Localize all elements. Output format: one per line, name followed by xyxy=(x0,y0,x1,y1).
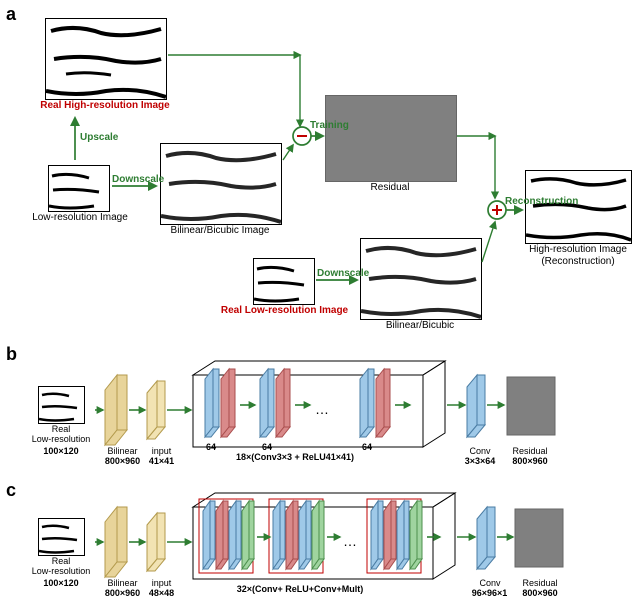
b-ch3: 64 xyxy=(358,442,376,452)
b-conv: Conv xyxy=(460,446,500,456)
recon-label1: High-resolution Image xyxy=(518,244,638,256)
recon-label2: (Reconstruction) xyxy=(518,256,638,268)
c-real-1: Real xyxy=(52,556,71,566)
c-res: Residual xyxy=(515,578,565,588)
c-conv: Conv xyxy=(470,578,510,588)
bilbic-label: Bilinear/Bicubic Image xyxy=(160,225,280,237)
b-conv-dims: 3×3×64 xyxy=(455,456,505,466)
downscale2-label: Downscale xyxy=(317,268,372,280)
hires-label: Real High-resolution Image xyxy=(30,100,180,112)
c-conv-dims: 96×96×1 xyxy=(462,588,517,598)
upscale-label: Upscale xyxy=(80,132,125,144)
panel-letter-a: a xyxy=(6,4,16,25)
lowres-image xyxy=(48,165,110,212)
bilbic2-image xyxy=(360,238,482,320)
lowres-label: Low-resolution Image xyxy=(30,212,130,224)
hires-image xyxy=(45,18,167,100)
c-real-2: Low-resolution xyxy=(32,566,91,576)
c-res-dims: 800×960 xyxy=(515,588,565,598)
svg-text:…: … xyxy=(315,401,329,417)
b-real-1: Real xyxy=(52,424,71,434)
training-label: Training xyxy=(310,120,360,132)
b-real-dims: 100×120 xyxy=(36,446,86,456)
b-bilinear: Bilinear xyxy=(100,446,145,456)
b-res: Residual xyxy=(505,446,555,456)
reconstruction-label: Reconstruction xyxy=(505,196,585,208)
b-block: 18×(Conv3×3 + ReLU41×41) xyxy=(210,452,380,462)
real-lowres-label: Real Low-resolution Image xyxy=(217,305,352,317)
c-real-lowres xyxy=(38,518,85,556)
real-lowres-image xyxy=(253,258,315,305)
residual-image xyxy=(325,95,457,182)
svg-text:…: … xyxy=(343,533,357,549)
b-input-dims: 41×41 xyxy=(144,456,179,466)
c-bilinear-dims: 800×960 xyxy=(100,588,145,598)
b-ch2: 64 xyxy=(258,442,276,452)
downscale-label: Downscale xyxy=(112,174,167,186)
c-input-dims: 48×48 xyxy=(144,588,179,598)
panel-letter-b: b xyxy=(6,344,17,365)
bilbic2-label: Bilinear/Bicubic xyxy=(375,320,465,332)
panel-letter-c: c xyxy=(6,480,16,501)
c-bilinear: Bilinear xyxy=(100,578,145,588)
b-ch1: 64 xyxy=(202,442,220,452)
c-real-dims: 100×120 xyxy=(36,578,86,588)
residual-label: Residual xyxy=(355,182,425,194)
c-input: input xyxy=(144,578,179,588)
figure: a b c Real High-resolution Image Low-res… xyxy=(0,0,640,607)
b-res-dims: 800×960 xyxy=(505,456,555,466)
b-input: input xyxy=(144,446,179,456)
b-real-2: Low-resolution xyxy=(32,434,91,444)
b-bilinear-dims: 800×960 xyxy=(100,456,145,466)
b-real-lowres xyxy=(38,386,85,424)
c-block: 32×(Conv+ ReLU+Conv+Mult) xyxy=(210,584,390,594)
bilbic-image xyxy=(160,143,282,225)
